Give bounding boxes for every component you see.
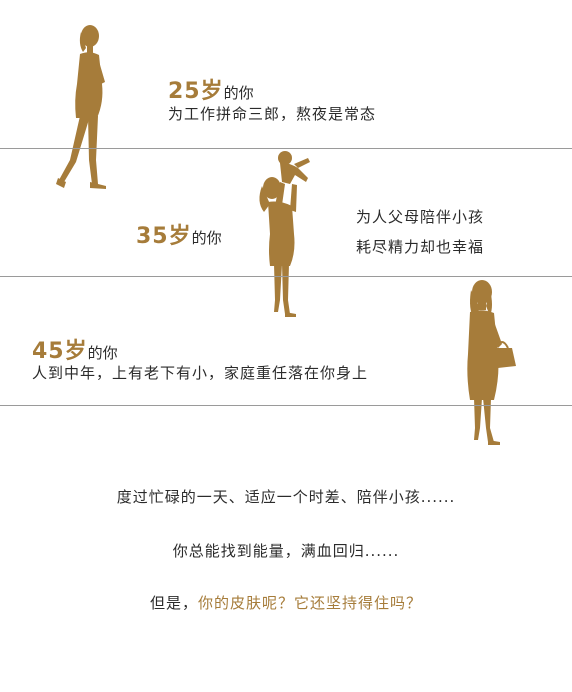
footer-line-3-accent: 你的皮肤呢？它还坚持得住吗？ bbox=[198, 594, 423, 612]
stage-25-suffix: 的你 bbox=[223, 84, 254, 102]
stage-45-description: 人到中年，上有老下有小，家庭重任落在你身上 bbox=[32, 364, 369, 382]
stage-45-heading: 45岁的你 bbox=[32, 333, 118, 365]
footer-line-3: 但是，你的皮肤呢？它还坚持得住吗？ bbox=[0, 592, 572, 613]
stage-35-description-line-1: 为人父母陪伴小孩 bbox=[356, 208, 485, 226]
footer-line-1: 度过忙碌的一天、适应一个时差、陪伴小孩...... bbox=[116, 488, 456, 506]
stage-45-suffix: 的你 bbox=[87, 344, 118, 362]
stage-35-suffix: 的你 bbox=[191, 229, 222, 247]
stage-25-age: 25岁 bbox=[168, 79, 224, 104]
woman-with-handbag-silhouette bbox=[467, 280, 516, 445]
footer-line-3-prefix: 但是， bbox=[149, 594, 198, 612]
footer-line-2: 你总能找到能量，满血回归...... bbox=[172, 542, 400, 560]
stage-35-heading: 35岁的你 bbox=[136, 218, 222, 250]
divider-3 bbox=[0, 405, 572, 406]
woman-walking-silhouette bbox=[56, 25, 106, 189]
stage-25-heading: 25岁的你 bbox=[168, 73, 254, 105]
stage-45-age: 45岁 bbox=[32, 339, 88, 364]
divider-2 bbox=[0, 276, 572, 277]
mother-lifting-baby-silhouette bbox=[259, 151, 310, 317]
stage-35-age: 35岁 bbox=[136, 224, 192, 249]
stage-25-description: 为工作拼命三郎，熬夜是常态 bbox=[168, 105, 377, 123]
stage-35-description-line-2: 耗尽精力却也幸福 bbox=[356, 238, 485, 256]
divider-1 bbox=[0, 148, 572, 149]
